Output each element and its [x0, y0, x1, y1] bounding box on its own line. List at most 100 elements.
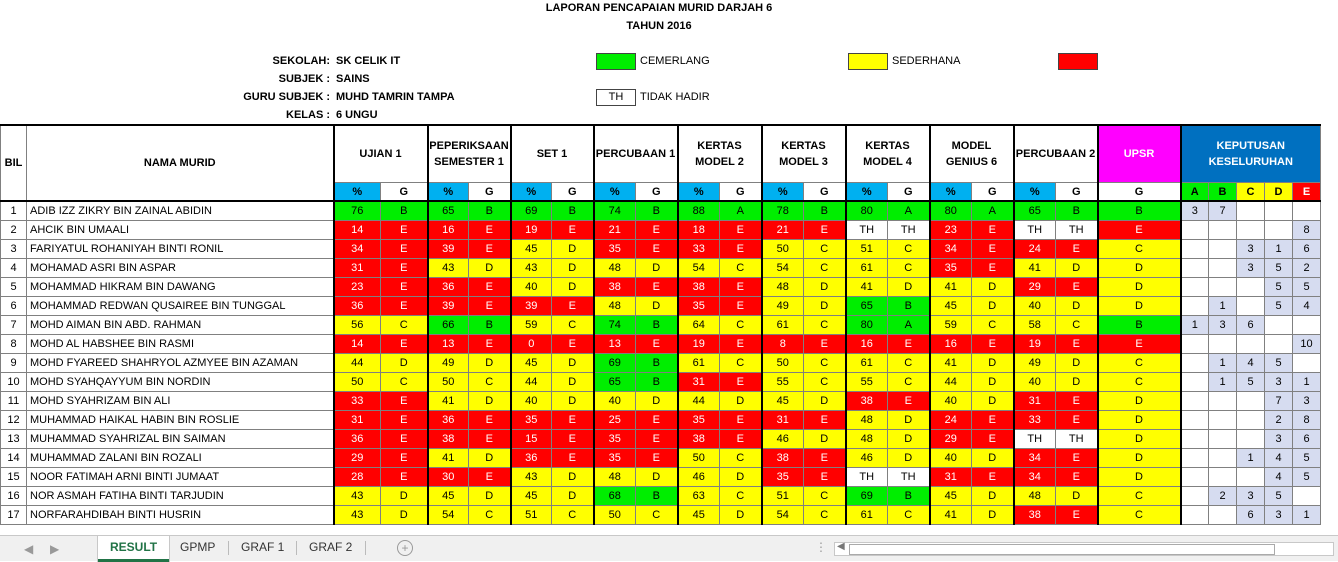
cell-percent[interactable]: 34	[928, 239, 972, 259]
table-row[interactable]: 2 AHCIK BIN UMAALI 14 E 16 E 19 E 21 E 18 E 21 E TH TH 2…	[0, 220, 1321, 240]
cell-percent[interactable]: 48	[844, 429, 888, 449]
cell-grade-count[interactable]: 7	[1208, 200, 1237, 221]
cell-grade[interactable]: D	[1055, 296, 1098, 316]
cell-bil[interactable]: 15	[0, 467, 27, 487]
cell-grade[interactable]: E	[1055, 410, 1098, 430]
cell-grade-count[interactable]: 8	[1292, 410, 1321, 430]
cell-grade-count[interactable]: 3	[1236, 258, 1265, 278]
cell-grade-count[interactable]	[1236, 391, 1265, 411]
cell-grade[interactable]: E	[468, 239, 511, 259]
tab-graf-1[interactable]: GRAF 1	[241, 540, 285, 554]
cell-upsr-grade[interactable]: C	[1096, 372, 1181, 392]
cell-grade[interactable]: E	[635, 277, 678, 297]
cell-grade[interactable]: B	[635, 353, 678, 373]
cell-percent[interactable]: 48	[592, 258, 636, 278]
cell-percent[interactable]: 40	[1012, 296, 1056, 316]
cell-percent[interactable]: 43	[332, 486, 381, 506]
cell-grade[interactable]: D	[380, 353, 428, 373]
cell-percent[interactable]: 40	[509, 391, 552, 411]
cell-grade[interactable]: C	[887, 372, 930, 392]
cell-percent[interactable]: 50	[760, 239, 804, 259]
cell-grade[interactable]: C	[380, 315, 428, 335]
cell-percent[interactable]: 28	[332, 467, 381, 487]
cell-percent[interactable]: 19	[1012, 334, 1056, 354]
cell-percent[interactable]: 61	[760, 315, 804, 335]
cell-grade[interactable]: E	[468, 429, 511, 449]
cell-percent[interactable]: 54	[760, 505, 804, 525]
cell-grade-count[interactable]: 6	[1236, 315, 1265, 335]
cell-percent[interactable]: 16	[844, 334, 888, 354]
cell-student-name[interactable]: MUHAMMAD SYAHRIZAL BIN SAIMAN	[26, 429, 334, 449]
tab-next-icon[interactable]: ▶	[50, 542, 60, 556]
cell-percent[interactable]: 48	[1012, 486, 1056, 506]
cell-bil[interactable]: 12	[0, 410, 27, 430]
cell-grade[interactable]: D	[803, 277, 846, 297]
table-row[interactable]: 8 MOHD AL HABSHEE BIN RASMI 14 E 13 E 0 E 13 E 19 E…	[0, 334, 1321, 354]
cell-percent[interactable]: 31	[676, 372, 720, 392]
cell-percent[interactable]: 54	[760, 258, 804, 278]
cell-percent[interactable]: 61	[844, 258, 888, 278]
cell-grade-count[interactable]	[1208, 467, 1237, 487]
add-sheet-icon[interactable]: +	[397, 540, 413, 556]
cell-percent[interactable]: 74	[592, 200, 636, 221]
cell-percent[interactable]: 41	[928, 505, 972, 525]
cell-grade[interactable]: A	[887, 315, 930, 335]
cell-grade-count[interactable]	[1236, 220, 1265, 240]
cell-grade-count[interactable]: 3	[1236, 486, 1265, 506]
cell-percent[interactable]: 50	[676, 448, 720, 468]
cell-student-name[interactable]: MOHD FYAREED SHAHRYOL AZMYEE BIN AZAMAN	[26, 353, 334, 373]
cell-percent[interactable]: 41	[928, 277, 972, 297]
cell-percent[interactable]: 35	[509, 410, 552, 430]
cell-grade[interactable]: E	[971, 429, 1014, 449]
cell-upsr-grade[interactable]: D	[1096, 296, 1181, 316]
cell-percent[interactable]: 40	[509, 277, 552, 297]
cell-grade-count[interactable]: 5	[1292, 448, 1321, 468]
cell-upsr-grade[interactable]: B	[1096, 200, 1181, 221]
cell-grade[interactable]: D	[887, 429, 930, 449]
table-row[interactable]: 4 MOHAMAD ASRI BIN ASPAR 31 E 43 D 43 D 48 D 54 C 54…	[0, 258, 1321, 278]
cell-grade[interactable]: D	[551, 277, 594, 297]
cell-percent[interactable]: 45	[509, 239, 552, 259]
cell-percent[interactable]: 44	[928, 372, 972, 392]
cell-grade-count[interactable]	[1179, 353, 1209, 373]
cell-percent[interactable]: 76	[332, 200, 381, 221]
cell-percent[interactable]: 36	[426, 410, 469, 430]
cell-percent[interactable]: 43	[426, 258, 469, 278]
table-row[interactable]: 7 MOHD AIMAN BIN ABD. RAHMAN 56 C 66 B 59 C 74 B 6…	[0, 315, 1321, 335]
cell-percent[interactable]: 54	[676, 258, 720, 278]
cell-percent[interactable]: 38	[1012, 505, 1056, 525]
cell-grade[interactable]: E	[468, 220, 511, 240]
cell-grade[interactable]: D	[803, 296, 846, 316]
table-row[interactable]: 9 MOHD FYAREED SHAHRYOL AZMYEE BIN AZAMAN…	[0, 353, 1321, 373]
cell-percent[interactable]: 13	[426, 334, 469, 354]
cell-grade[interactable]: E	[380, 467, 428, 487]
cell-grade-count[interactable]	[1179, 334, 1209, 354]
cell-percent[interactable]: 31	[928, 467, 972, 487]
cell-grade[interactable]: C	[803, 372, 846, 392]
cell-grade[interactable]: D	[380, 505, 428, 525]
cell-grade-count[interactable]	[1264, 200, 1293, 221]
cell-percent[interactable]: 29	[332, 448, 381, 468]
cell-grade-count[interactable]	[1264, 334, 1293, 354]
cell-grade[interactable]: D	[551, 486, 594, 506]
table-row[interactable]: 1 ADIB IZZ ZIKRY BIN ZAINAL ABIDIN 76 B 65 B 6…	[0, 200, 1321, 221]
cell-grade[interactable]: B	[468, 315, 511, 335]
cell-grade[interactable]: E	[887, 334, 930, 354]
cell-grade[interactable]: E	[551, 448, 594, 468]
cell-grade[interactable]: E	[380, 334, 428, 354]
cell-percent[interactable]: 29	[928, 429, 972, 449]
cell-grade[interactable]: D	[719, 467, 762, 487]
cell-percent[interactable]: 41	[844, 277, 888, 297]
cell-percent[interactable]: 45	[760, 391, 804, 411]
cell-grade[interactable]: C	[887, 505, 930, 525]
cell-grade-count[interactable]	[1292, 315, 1321, 335]
cell-grade[interactable]: E	[971, 258, 1014, 278]
cell-grade[interactable]: E	[380, 239, 428, 259]
cell-grade[interactable]: D	[551, 258, 594, 278]
cell-percent[interactable]: 61	[844, 505, 888, 525]
cell-grade-count[interactable]	[1208, 505, 1237, 525]
cell-grade-count[interactable]: 3	[1236, 239, 1265, 259]
cell-percent[interactable]: 50	[592, 505, 636, 525]
cell-grade[interactable]: C	[468, 372, 511, 392]
cell-percent[interactable]: 40	[592, 391, 636, 411]
